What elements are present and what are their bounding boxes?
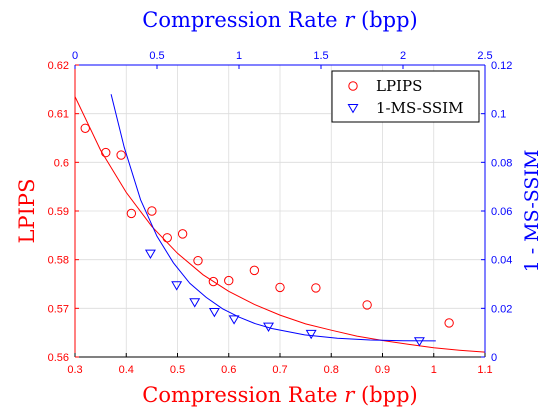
y2-tick-label: 0 (491, 352, 497, 364)
y-tick-label: 0.59 (48, 206, 69, 218)
msssim-point (208, 308, 220, 318)
lpips-point (362, 300, 372, 310)
x2-tick-label: 1.5 (313, 50, 328, 62)
x-tick-label: 1 (431, 364, 437, 376)
lpips-point (193, 255, 203, 266)
msssim-point (228, 315, 240, 325)
y-axis-right-title: 1 - MS-SSIM (521, 150, 543, 273)
y2-tick-label: 0.06 (491, 206, 512, 218)
legend: LPIPS 1-MS-SSIM (331, 70, 480, 123)
msssim-fit-curve (110, 94, 436, 342)
legend-lpips-label: LPIPS (376, 77, 422, 95)
msssim-point (263, 322, 274, 332)
y-tick-label: 0.62 (48, 60, 69, 72)
legend-box (331, 70, 480, 123)
x-tick-label: 0.7 (272, 364, 287, 376)
lpips-point (177, 229, 188, 239)
x2-tick-label: 0 (72, 50, 78, 62)
y-tick-label: 0.61 (48, 109, 69, 121)
x-axis-title: Compression Rate r (bpp) (142, 383, 417, 407)
lpips-point (224, 275, 234, 286)
x2-tick-label: 2 (400, 50, 406, 62)
lpips-fit-curve (74, 96, 486, 353)
x-tick-label: 0.3 (67, 364, 82, 376)
y2-tick-label: 0.08 (491, 157, 512, 169)
y2-tick-label: 0.12 (491, 60, 512, 72)
lpips-point (147, 206, 157, 216)
lpips-point (162, 233, 172, 243)
x-axis-title-var: r (344, 383, 356, 407)
x2-tick-label: 2.5 (477, 50, 492, 62)
lpips-point (116, 150, 126, 160)
legend-msssim-label: 1-MS-SSIM (376, 99, 463, 117)
top-axis-title: Compression Rate r (bpp) (142, 8, 417, 32)
msssim-series (144, 249, 425, 347)
y2-tick-label: 0.1 (491, 109, 506, 121)
x-tick-label: 0.8 (324, 364, 339, 376)
msssim-point (144, 249, 156, 259)
x-tick-label: 1.1 (477, 364, 492, 376)
y2-tick-label: 0.02 (491, 303, 512, 315)
msssim-point (171, 281, 183, 291)
y-tick-label: 0.58 (48, 255, 69, 267)
lpips-point (444, 318, 454, 328)
x-tick-label: 0.6 (221, 364, 236, 376)
lpips-point (311, 283, 321, 293)
lpips-point (208, 276, 219, 287)
top-axis-title-var: r (344, 8, 356, 32)
x2-tick-label: 1 (236, 50, 242, 62)
y-axis-title: LPIPS (15, 179, 39, 244)
x-axis-title-part: Compression Rate (142, 383, 344, 407)
y-tick-label: 0.57 (48, 303, 69, 315)
legend-msssim-marker (347, 104, 359, 114)
x2-tick-label: 0.5 (149, 50, 164, 62)
legend-lpips-marker (348, 81, 358, 91)
lpips-point (80, 123, 90, 133)
x-axis-title-part: (bpp) (354, 383, 417, 407)
x-tick-label: 0.9 (375, 364, 390, 376)
msssim-point (189, 298, 201, 308)
top-axis-title-part: Compression Rate (142, 8, 344, 32)
msssim-point (305, 329, 317, 340)
lpips-point (249, 265, 260, 276)
top-axis-title-part: (bpp) (354, 8, 417, 32)
lpips-point (126, 208, 137, 219)
lpips-point (275, 282, 285, 293)
lpips-point (101, 147, 111, 158)
msssim-point (413, 337, 425, 347)
x-tick-label: 0.4 (119, 364, 134, 376)
y2-tick-label: 0.04 (491, 255, 512, 267)
x-tick-label: 0.5 (170, 364, 185, 376)
y-tick-label: 0.6 (54, 157, 69, 169)
y-tick-label: 0.56 (48, 352, 69, 364)
lpips-series (80, 123, 454, 328)
